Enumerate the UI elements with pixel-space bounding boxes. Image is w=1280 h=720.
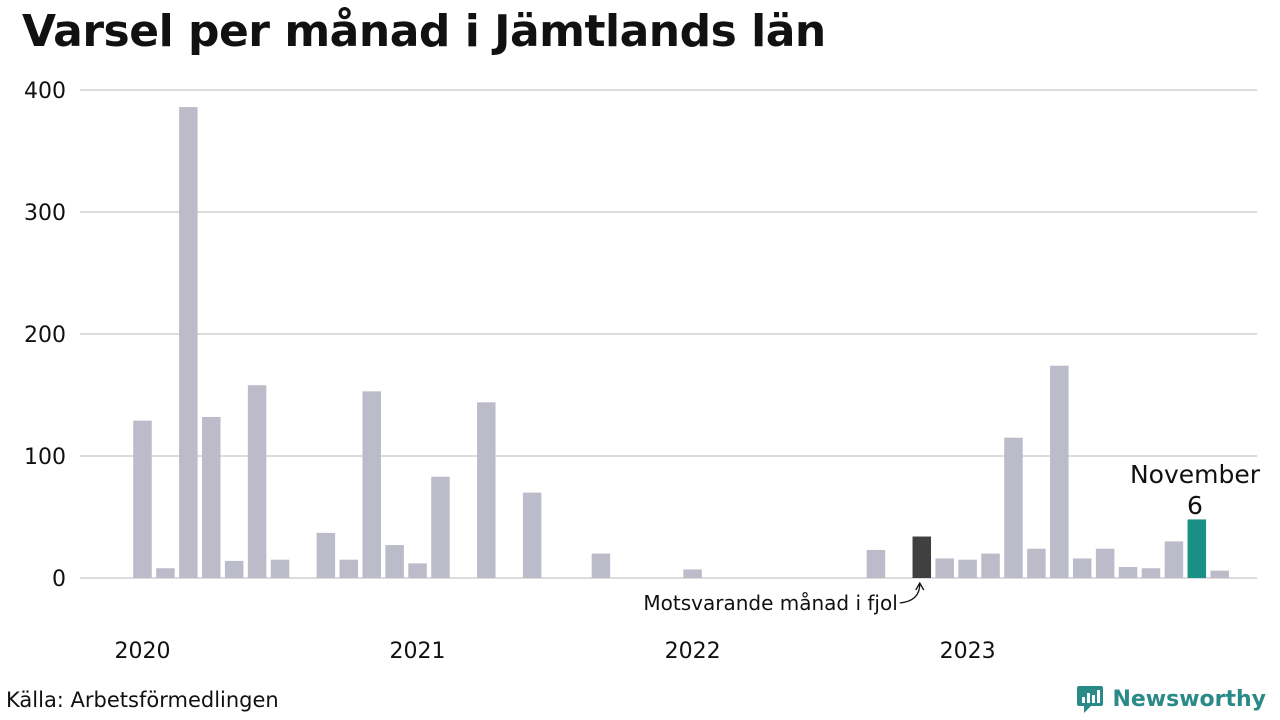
bar: 2023-10: 30 [1164, 541, 1184, 578]
bar: 2021-06: 70 [522, 492, 542, 578]
bar: 2020-03: 386 [179, 107, 198, 578]
bar: 2023-09: 8 [1141, 568, 1161, 578]
bar: 2022-01: 7 [683, 569, 702, 578]
bar: 2022-09: 23 [866, 549, 886, 578]
comparison-arrowhead [915, 581, 925, 591]
bar: 2020-11: 153 [362, 391, 381, 578]
newsworthy-logo-icon [1077, 686, 1104, 713]
chart-title: Varsel per månad i Jämtlands län [22, 6, 826, 57]
bar: 2020-09: 37 [316, 532, 336, 578]
bar: 2021-02: 83 [431, 476, 450, 578]
x-tick-label: 2021 [390, 639, 446, 664]
bar: 2021-01: 12 [408, 563, 427, 578]
bar: 2020-01: 129 [133, 420, 152, 578]
comparison-month-label: Motsvarande månad i fjol [643, 591, 897, 615]
bar: 2020-12: 27 [385, 545, 404, 578]
annotations: November 6 Motsvarande månad i fjol [643, 460, 1260, 615]
x-tick-label: 2023 [940, 639, 996, 664]
y-tick-label: 200 [24, 323, 66, 348]
bar: 2023-06: 16 [1072, 558, 1092, 578]
bar: undefined: 6 [1210, 570, 1229, 578]
bar: 2020-10: 15 [339, 559, 359, 578]
bar: 2023-02: 20 [981, 553, 1000, 578]
bar: 2020-02: 8 [156, 568, 175, 578]
bar: 2020-04: 132 [202, 416, 221, 578]
bar: 2023-03: 115 [1004, 437, 1023, 578]
x-tick-label: 2022 [665, 639, 721, 664]
bar: 2023-04: 24 [1027, 548, 1046, 578]
bar: 2020-05: 14 [224, 560, 244, 578]
brand-logo: Newsworthy [1076, 684, 1266, 714]
bar: 2020-06: 158 [247, 385, 267, 578]
y-tick-label: 300 [24, 201, 66, 226]
bar: 2021-09: 20 [591, 553, 611, 578]
bar: 2023-01: 15 [958, 559, 977, 578]
bar: 2020-07: 15 [270, 559, 290, 578]
bar: 2023-05: 174 [1050, 365, 1069, 578]
bar: 2023-07: 24 [1095, 548, 1115, 578]
bar: 2021-04: 144 [477, 402, 496, 578]
bar: 2022-12: 16 [935, 558, 954, 578]
current-month-value: 6 [1187, 491, 1203, 520]
source-note: Källa: Arbetsförmedlingen [6, 688, 279, 712]
bars: 2020-01: 1292020-02: 82020-03: 3862020-0… [133, 107, 1229, 578]
y-tick-label: 0 [52, 567, 66, 592]
bar: 2023-08: 9 [1118, 567, 1138, 578]
y-axis-ticks: 0 100 200 300 400 [24, 79, 66, 592]
bar: 2023-11: 48 [1187, 519, 1207, 578]
x-tick-label: 2020 [115, 639, 171, 664]
y-tick-label: 100 [24, 445, 66, 470]
x-axis-year-labels: 2020 2021 2022 2023 [115, 639, 996, 664]
y-tick-label: 400 [24, 79, 66, 104]
current-month-label: November [1130, 460, 1261, 489]
bar: 2022-11: 34 [912, 536, 932, 578]
brand-name: Newsworthy [1112, 686, 1266, 712]
comparison-arrow [899, 583, 921, 604]
